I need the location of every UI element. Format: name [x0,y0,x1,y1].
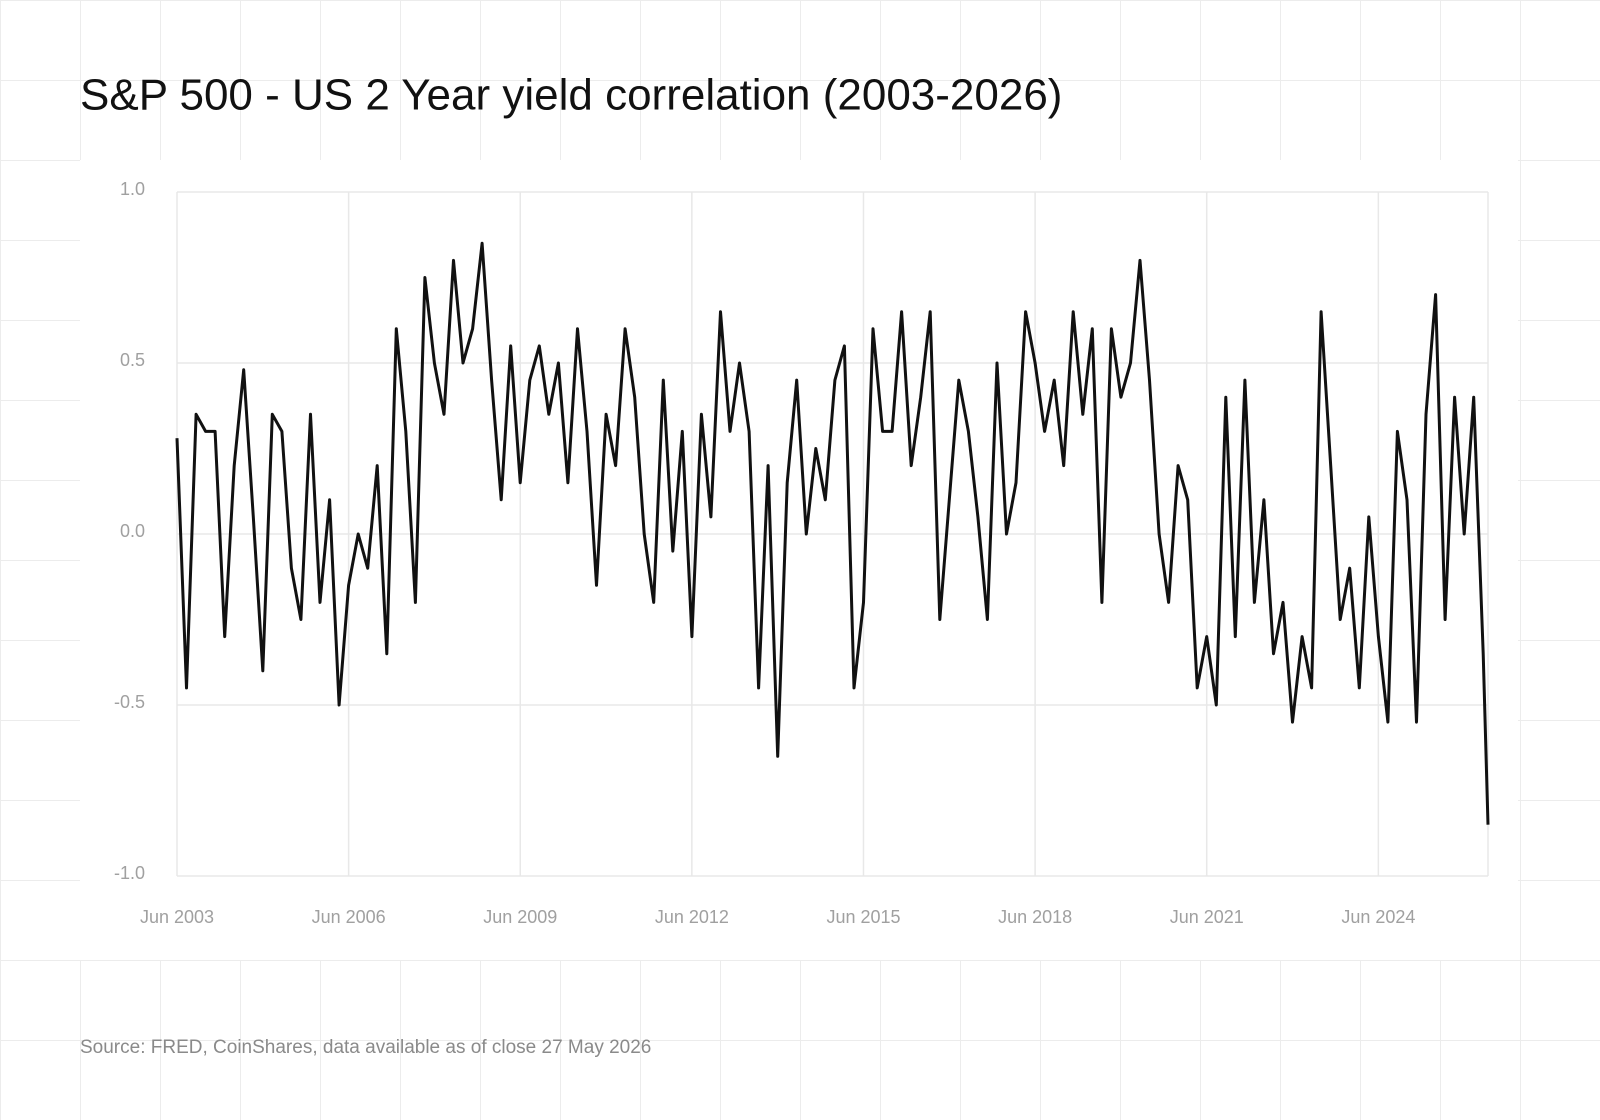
x-tick-label: Jun 2009 [483,907,557,927]
y-tick-label: 0.5 [120,350,145,370]
x-tick-label: Jun 2018 [998,907,1072,927]
y-tick-label: 1.0 [120,179,145,199]
series-line [175,241,1490,825]
y-tick-label: -0.5 [114,692,145,712]
y-tick-label: -1.0 [114,863,145,883]
x-tick-label: Jun 2024 [1341,907,1415,927]
x-tick-label: Jun 2006 [312,907,386,927]
x-tick-label: Jun 2012 [655,907,729,927]
x-tick-label: Jun 2003 [140,907,214,927]
y-tick-label: 0.0 [120,521,145,541]
source-note: Source: FRED, CoinShares, data available… [80,1037,651,1058]
chart-title: S&P 500 - US 2 Year yield correlation (2… [80,71,1062,120]
chart-panel [80,160,1518,960]
x-tick-label: Jun 2015 [826,907,900,927]
x-tick-label: Jun 2021 [1170,907,1244,927]
